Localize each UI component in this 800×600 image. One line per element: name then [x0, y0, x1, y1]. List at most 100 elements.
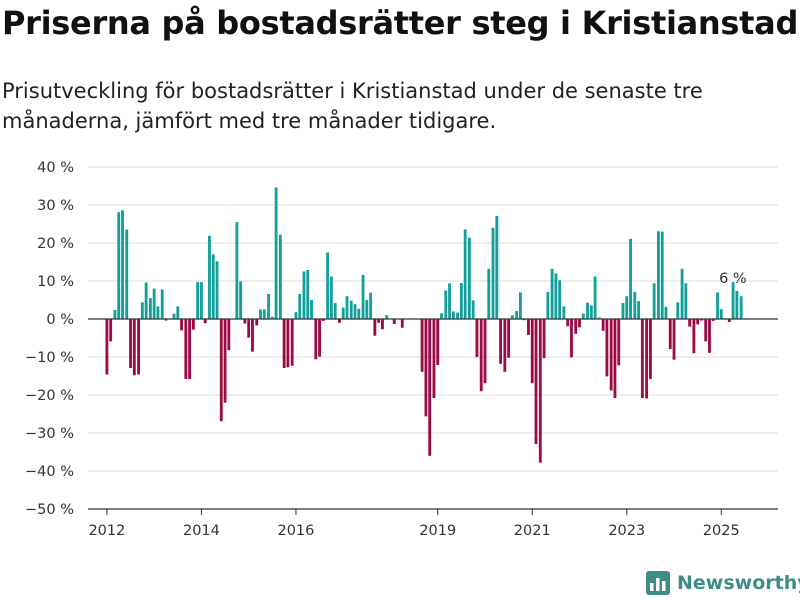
y-tick-label: −30 % [25, 426, 74, 442]
bar [487, 268, 491, 319]
bar [451, 311, 455, 319]
bar [369, 292, 373, 319]
bar [613, 319, 617, 399]
bar [637, 301, 640, 319]
axis-layer [88, 318, 778, 515]
bar [534, 319, 538, 445]
bar [176, 306, 180, 319]
bar [306, 269, 310, 319]
bar [349, 300, 353, 319]
bar [251, 319, 254, 352]
brand-name: Newsworthy [677, 572, 800, 594]
bar [298, 293, 302, 319]
bar [381, 319, 384, 330]
bar [605, 319, 609, 377]
bar [479, 319, 483, 392]
bar [172, 313, 176, 319]
y-tick-label: −50 % [25, 502, 74, 518]
bar [554, 273, 558, 319]
bar [148, 298, 152, 319]
bar [428, 319, 432, 456]
bar [704, 319, 708, 342]
bar [711, 319, 715, 321]
bar [657, 231, 660, 319]
bar [566, 319, 570, 327]
bar [688, 319, 692, 327]
bar [156, 306, 160, 319]
bar [716, 292, 719, 319]
bar [581, 313, 585, 319]
bar [377, 319, 381, 323]
x-tick-label: 2016 [277, 523, 314, 539]
y-tick-label: −40 % [25, 464, 74, 480]
bar [200, 282, 203, 319]
bar [621, 303, 625, 319]
bar [735, 290, 739, 319]
bar [495, 216, 499, 319]
bar [345, 296, 349, 319]
bar [259, 309, 262, 319]
bar [160, 289, 164, 319]
y-tick-label: 20 % [37, 236, 74, 252]
y-tick-label: −10 % [25, 350, 74, 366]
y-tick-label: 10 % [37, 274, 74, 290]
bar [645, 319, 649, 399]
bar [562, 306, 566, 319]
bar [510, 315, 514, 319]
bar [684, 283, 688, 319]
bar [448, 283, 451, 319]
bar [353, 304, 357, 319]
bar [424, 319, 428, 417]
bar [361, 274, 365, 319]
newsworthy-logo[interactable]: Newsworthy [645, 568, 800, 598]
bar [570, 319, 573, 358]
bar [188, 319, 192, 380]
bar [262, 309, 266, 319]
bar [219, 319, 223, 422]
bar [270, 316, 274, 319]
last-value-annotation: 6 % [719, 271, 747, 287]
bar [542, 319, 546, 359]
bar [196, 282, 200, 319]
bar [329, 276, 333, 319]
bar [282, 319, 286, 369]
bar [247, 319, 251, 338]
bar [499, 319, 502, 364]
bar [444, 290, 448, 319]
chart-title: Priserna på bostadsrätter steg i Kristia… [2, 4, 799, 42]
y-tick-label: 30 % [37, 198, 74, 214]
bar [475, 319, 479, 357]
bar [609, 319, 613, 391]
bar [164, 319, 168, 321]
bar [617, 319, 621, 366]
bar [338, 319, 341, 323]
bar [109, 319, 113, 342]
bar [125, 229, 129, 319]
bar [333, 303, 337, 319]
bar [321, 319, 325, 321]
bar [144, 282, 148, 319]
bar [731, 282, 735, 319]
bar [574, 319, 578, 334]
bar [660, 231, 664, 319]
y-tick-label: 0 % [46, 312, 74, 328]
bar [140, 302, 144, 319]
bar [105, 319, 109, 375]
bar [507, 319, 511, 358]
bar [550, 268, 554, 319]
bar [578, 319, 581, 328]
bar [432, 319, 436, 399]
bar [294, 312, 298, 319]
bar [400, 319, 404, 328]
bar-layer [105, 187, 743, 463]
bar [664, 306, 668, 319]
bar [132, 319, 136, 376]
bar [648, 319, 652, 380]
bar [739, 296, 743, 319]
label-layer: −50 % −40 % −30 % −20 % −10 % 0 % 10 % 20 % 30 %… [25, 160, 747, 539]
bar [558, 280, 562, 319]
bar [180, 319, 183, 331]
bar [314, 319, 318, 360]
bar [117, 212, 121, 319]
bar [113, 309, 117, 319]
